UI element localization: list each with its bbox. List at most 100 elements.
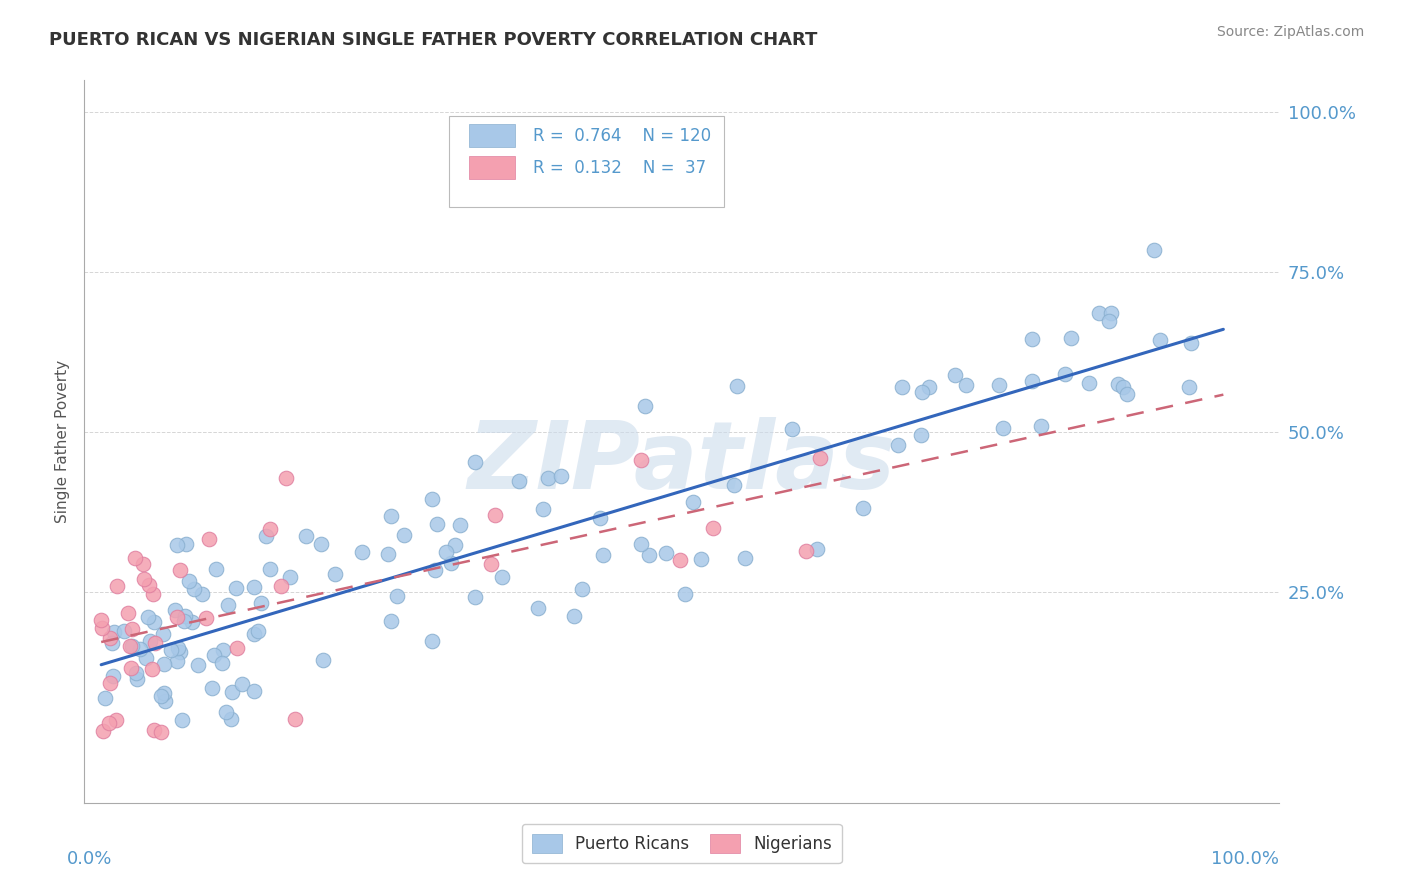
Point: [1142, 244, 1164, 258]
Text: Source: ZipAtlas.com: Source: ZipAtlas.com: [1216, 25, 1364, 39]
Point: [105, 579, 128, 593]
Point: [294, 529, 316, 543]
Point: [103, 625, 125, 640]
Point: [1112, 380, 1135, 394]
Point: [1060, 331, 1083, 345]
Point: [180, 615, 202, 629]
Bar: [470, 156, 515, 179]
Point: [166, 654, 188, 668]
Point: [127, 672, 149, 686]
Point: [394, 528, 416, 542]
Point: [887, 438, 910, 452]
Point: [91, 723, 114, 738]
Point: [159, 643, 181, 657]
Point: [221, 685, 243, 699]
Point: [422, 634, 444, 648]
Point: [1053, 367, 1076, 381]
Point: [94, 690, 117, 705]
Point: [955, 378, 977, 392]
Point: [201, 681, 224, 695]
Point: [163, 603, 186, 617]
Point: [434, 544, 457, 558]
Point: [138, 633, 160, 648]
Point: [136, 610, 159, 624]
Point: [183, 582, 205, 597]
Point: [910, 428, 932, 442]
Text: 100.0%: 100.0%: [1212, 850, 1279, 868]
Point: [630, 536, 652, 550]
Point: [231, 677, 253, 691]
Point: [120, 661, 142, 675]
Point: [550, 468, 572, 483]
Point: [211, 657, 233, 671]
Point: [464, 454, 486, 468]
Point: [243, 627, 266, 641]
Point: [1116, 386, 1139, 401]
Point: [270, 579, 292, 593]
Point: [121, 640, 143, 654]
Text: R =  0.132    N =  37: R = 0.132 N = 37: [533, 159, 706, 177]
Point: [104, 714, 127, 728]
Point: [225, 581, 247, 595]
Point: [852, 500, 875, 515]
Point: [217, 599, 239, 613]
Point: [98, 631, 121, 645]
Point: [169, 645, 191, 659]
Point: [690, 551, 713, 566]
Point: [673, 587, 696, 601]
Point: [1021, 332, 1043, 346]
Text: PUERTO RICAN VS NIGERIAN SINGLE FATHER POVERTY CORRELATION CHART: PUERTO RICAN VS NIGERIAN SINGLE FATHER P…: [49, 31, 817, 49]
Point: [350, 544, 373, 558]
Point: [152, 626, 174, 640]
Point: [723, 478, 745, 492]
Point: [380, 509, 402, 524]
Text: ZIPatlas: ZIPatlas: [468, 417, 896, 509]
Point: [202, 648, 225, 663]
Point: [682, 495, 704, 509]
Point: [422, 491, 444, 506]
Point: [179, 574, 201, 589]
Point: [98, 676, 121, 690]
Point: [152, 657, 174, 672]
Point: [1099, 305, 1122, 319]
Text: R =  0.764    N = 120: R = 0.764 N = 120: [533, 127, 710, 145]
Point: [112, 624, 135, 638]
Point: [1088, 306, 1111, 320]
Point: [169, 563, 191, 577]
Point: [484, 508, 506, 523]
Point: [246, 624, 269, 638]
Point: [655, 546, 678, 560]
Point: [725, 378, 748, 392]
Point: [1098, 313, 1121, 327]
Point: [101, 636, 124, 650]
Point: [219, 712, 242, 726]
Bar: [470, 124, 515, 147]
Point: [97, 715, 120, 730]
Point: [250, 597, 273, 611]
Point: [891, 380, 914, 394]
Point: [212, 643, 235, 657]
Point: [592, 548, 614, 562]
Point: [120, 639, 142, 653]
Point: [702, 521, 724, 535]
Point: [284, 712, 307, 726]
Point: [90, 613, 112, 627]
Point: [225, 641, 247, 656]
Point: [129, 641, 152, 656]
Point: [440, 556, 463, 570]
Point: [562, 608, 585, 623]
Point: [259, 562, 281, 576]
Point: [134, 572, 156, 586]
Point: [993, 421, 1015, 435]
Point: [323, 566, 346, 581]
Point: [1029, 419, 1052, 434]
Point: [143, 636, 166, 650]
Point: [589, 511, 612, 525]
Point: [479, 558, 502, 572]
Point: [166, 538, 188, 552]
Point: [153, 686, 176, 700]
Point: [167, 640, 190, 655]
Point: [166, 610, 188, 624]
Point: [312, 653, 335, 667]
Point: [170, 713, 193, 727]
